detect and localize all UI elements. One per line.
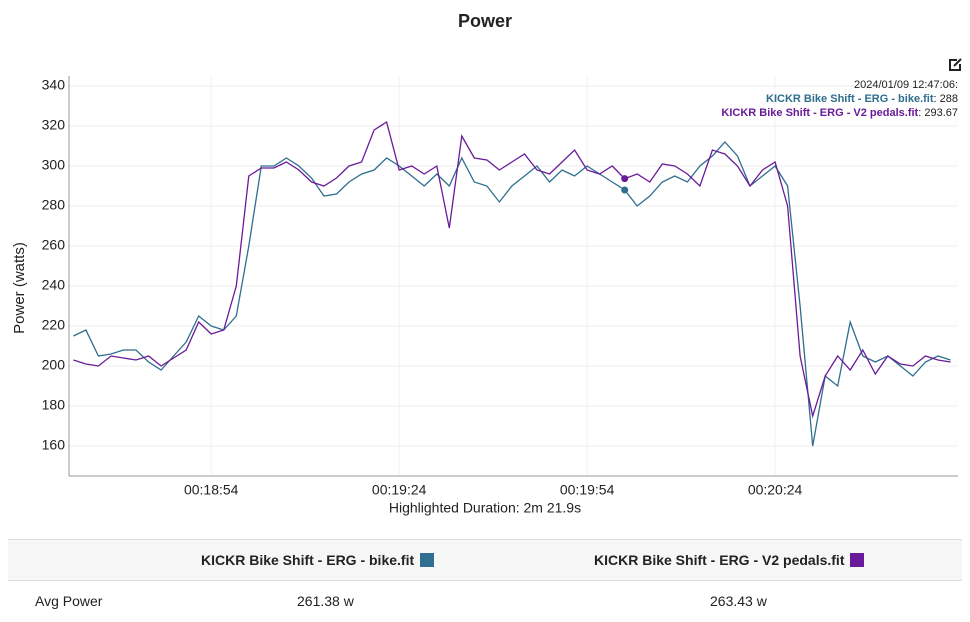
y-tick-label: 240 (42, 277, 66, 293)
tooltip-name: KICKR Bike Shift - ERG - V2 pedals.fit (721, 107, 924, 119)
tooltip-value: 288 (939, 93, 958, 105)
tooltip-row: KICKR Bike Shift - ERG - bike.fit288 (721, 92, 958, 106)
cell: 261.38 w (297, 593, 354, 609)
stats-table: KICKR Bike Shift - ERG - bike.fit KICKR … (8, 539, 962, 622)
tooltip: 2024/01/09 12:47:06: KICKR Bike Shift - … (721, 78, 958, 120)
x-tick-label: 00:20:24 (748, 482, 803, 498)
y-tick-label: 340 (42, 77, 66, 93)
x-tick-label: 00:19:24 (372, 482, 427, 498)
column-header: KICKR Bike Shift - ERG - bike.fit (201, 540, 435, 580)
series-line (73, 120, 951, 419)
column-header: KICKR Bike Shift - ERG - V2 pedals.fit (594, 540, 865, 580)
color-swatch (420, 553, 435, 567)
x-tick-label: 00:19:54 (560, 482, 615, 498)
y-tick-label: 320 (42, 117, 66, 133)
table-header: KICKR Bike Shift - ERG - bike.fit KICKR … (8, 539, 962, 581)
tooltip-row: KICKR Bike Shift - ERG - V2 pedals.fit29… (721, 106, 958, 120)
y-tick-label: 300 (42, 157, 66, 173)
cell: Avg Power (35, 593, 103, 609)
column-name: KICKR Bike Shift - ERG - V2 pedals.fit (594, 552, 845, 568)
cell: 263.43 w (710, 593, 767, 609)
color-swatch (850, 553, 865, 567)
tooltip-value: 293.67 (924, 107, 958, 119)
tooltip-time: 2024/01/09 12:47:06: (854, 79, 958, 91)
tooltip-name: KICKR Bike Shift - ERG - bike.fit (766, 93, 940, 105)
hover-point (621, 175, 629, 183)
column-name: KICKR Bike Shift - ERG - bike.fit (201, 552, 415, 568)
y-tick-label: 180 (42, 397, 66, 413)
edit-icon[interactable] (949, 58, 962, 71)
chart: Power Power (watts) Highlighted Duration… (11, 11, 962, 516)
x-tick-label: 00:18:54 (184, 482, 239, 498)
y-tick-label: 200 (42, 357, 66, 373)
y-tick-label: 220 (42, 317, 66, 333)
table-row: Avg Power 261.38 w 263.43 w (8, 581, 962, 622)
hover-point (621, 186, 629, 194)
y-axis-label: Power (watts) (11, 242, 28, 334)
chart-title: Power (458, 11, 512, 31)
y-tick-label: 160 (42, 437, 66, 453)
x-axis-label: Highlighted Duration: 2m 21.9s (389, 500, 581, 516)
series-line (73, 141, 951, 447)
y-tick-label: 260 (42, 237, 66, 253)
y-tick-label: 280 (42, 197, 66, 213)
